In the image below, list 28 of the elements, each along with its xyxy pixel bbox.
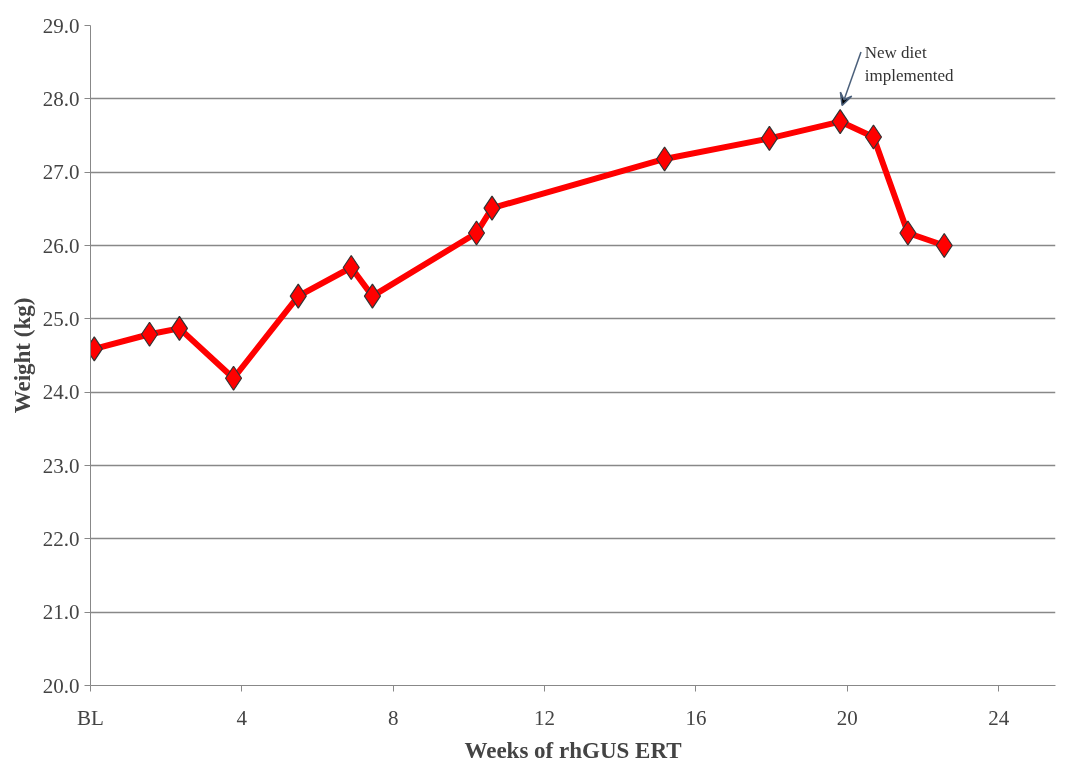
y-tick-label: 21.0 xyxy=(42,600,80,625)
y-tick-label: 29.0 xyxy=(42,13,80,38)
x-tick-label: BL xyxy=(77,705,104,730)
point xyxy=(864,124,883,150)
x-tick-label: 4 xyxy=(236,705,248,730)
x-axis-title: Weeks of rhGUS ERT xyxy=(464,737,682,763)
annotation: New diet implemented xyxy=(864,43,955,85)
x-tick-label: 24 xyxy=(988,705,1010,730)
point xyxy=(363,283,382,309)
y-tick-label: 25.0 xyxy=(42,306,80,331)
y-tick-label: 20.0 xyxy=(42,673,80,698)
point xyxy=(140,321,159,347)
y-tick-label: 24.0 xyxy=(42,380,80,405)
y-tick-label: 26.0 xyxy=(42,233,80,258)
point xyxy=(655,146,674,172)
x-tick-label: 16 xyxy=(685,705,707,730)
y-axis-title: Weight (kg) xyxy=(9,297,35,414)
point xyxy=(170,315,189,341)
x-tick-label: 8 xyxy=(388,705,399,730)
point xyxy=(224,365,243,391)
y-tick-label: 27.0 xyxy=(42,160,80,185)
point xyxy=(760,125,779,152)
x-tick-label: 20 xyxy=(836,705,858,730)
y-tick-label: 28.0 xyxy=(42,86,80,111)
y-tick-label: 23.0 xyxy=(42,453,80,478)
point xyxy=(467,220,486,246)
y-tick-label: 22.0 xyxy=(42,526,80,551)
x-tick-label: 12 xyxy=(534,705,556,730)
